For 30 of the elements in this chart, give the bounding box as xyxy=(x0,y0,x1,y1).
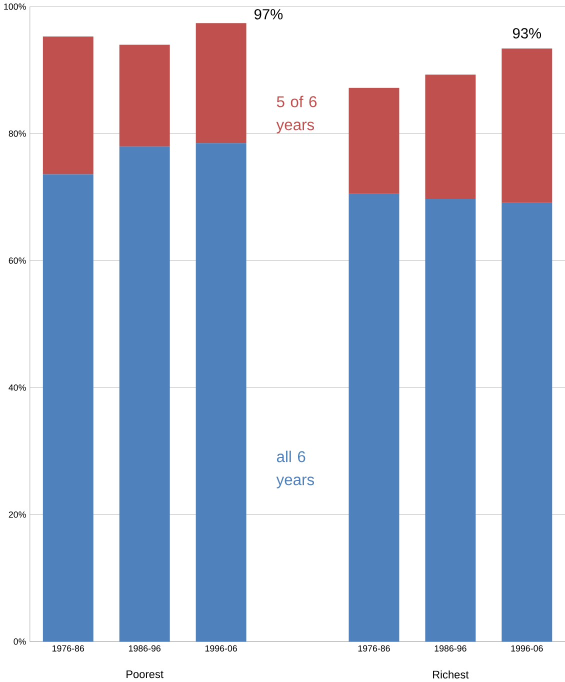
y-tick-label: 20% xyxy=(8,511,26,518)
text: Richest xyxy=(432,670,468,679)
x-tick-label: 1996-06 xyxy=(205,645,237,652)
bar xyxy=(196,23,246,144)
x-tick-label: 1976-86 xyxy=(52,645,84,652)
bar xyxy=(425,199,476,642)
x-tick-label: 1976-86 xyxy=(358,645,390,652)
y-tick-label: 60% xyxy=(8,257,26,264)
bar xyxy=(425,74,476,200)
x-tick-label: 1986-96 xyxy=(128,645,160,652)
bar xyxy=(42,36,94,174)
bar xyxy=(196,143,246,642)
bar xyxy=(502,48,552,203)
y-tick-label: 100% xyxy=(4,3,26,10)
y-tick-label: 0% xyxy=(14,638,26,645)
series-label: 5 of 6 years xyxy=(276,96,316,134)
y-tick-label: 40% xyxy=(8,384,26,391)
bar xyxy=(119,44,170,146)
bar xyxy=(42,174,94,642)
bar xyxy=(348,194,400,642)
text: Poorest xyxy=(126,670,164,678)
total-label: 93% xyxy=(512,28,541,38)
series-label: all 6 years xyxy=(276,450,314,488)
bar xyxy=(502,202,552,642)
total-label: 97% xyxy=(254,9,282,20)
bar xyxy=(348,88,400,194)
x-tick-label: 1996-06 xyxy=(511,645,543,652)
bar xyxy=(119,146,170,642)
y-tick-label: 80% xyxy=(8,130,26,137)
x-tick-label: 1986-96 xyxy=(434,645,466,652)
